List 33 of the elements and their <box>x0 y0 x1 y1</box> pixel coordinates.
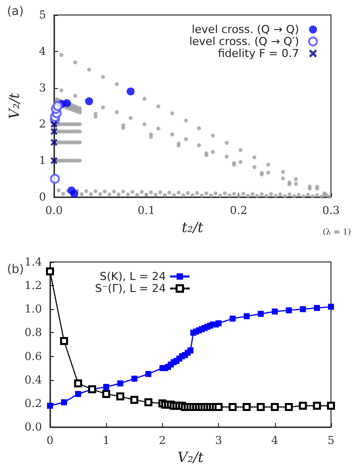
legend-label: fidelity F = 0.7 <box>218 47 299 60</box>
y-tick-label: 1.4 <box>24 256 42 268</box>
x-tick-label: 2 <box>158 434 166 447</box>
x-tick-label: 0.2 <box>230 204 248 217</box>
y-tick-label: 1 <box>39 154 46 168</box>
chart-title: (a) <box>7 4 24 18</box>
x-axis-title: V₂/t <box>177 450 204 466</box>
x-tick-label: 3 <box>215 434 222 447</box>
legend-label: level cross. (Q → Q′) <box>189 35 299 48</box>
y-tick-label: 5 <box>39 8 46 22</box>
y-tick-label: 0.6 <box>24 350 42 363</box>
x-tick-label: 0.3 <box>322 204 340 217</box>
x-tick-label: 0.1 <box>138 204 156 217</box>
y-tick-label: 0.8 <box>24 326 42 340</box>
legend-label: level cross. (Q → Q) <box>192 23 299 36</box>
x-tick-label: 5 <box>328 434 334 447</box>
x-tick-label: 4 <box>271 434 278 447</box>
x-tick-label: 1 <box>102 434 110 447</box>
chart-title: (b) <box>7 262 24 276</box>
y-tick-label: 2 <box>39 118 46 131</box>
y-tick-label: 3 <box>39 81 46 94</box>
y-axis-title: V₂/t <box>7 92 23 120</box>
y-tick-label: 0.0 <box>24 420 42 434</box>
y-tick-label: 4 <box>39 44 46 58</box>
y-tick-label: 0.4 <box>24 373 42 386</box>
text: (λ = 1) <box>322 228 352 236</box>
legend-label: S(K), L = 24 <box>100 270 166 283</box>
y-tick-label: 1.0 <box>24 302 42 316</box>
y-tick-label: 1.2 <box>24 279 42 292</box>
legend-label: S⁻(Γ), L = 24 <box>94 282 166 295</box>
y-tick-label: 0.2 <box>24 396 42 410</box>
y-tick-label: 0 <box>39 190 46 204</box>
x-axis-title: t₂/t <box>182 220 204 236</box>
